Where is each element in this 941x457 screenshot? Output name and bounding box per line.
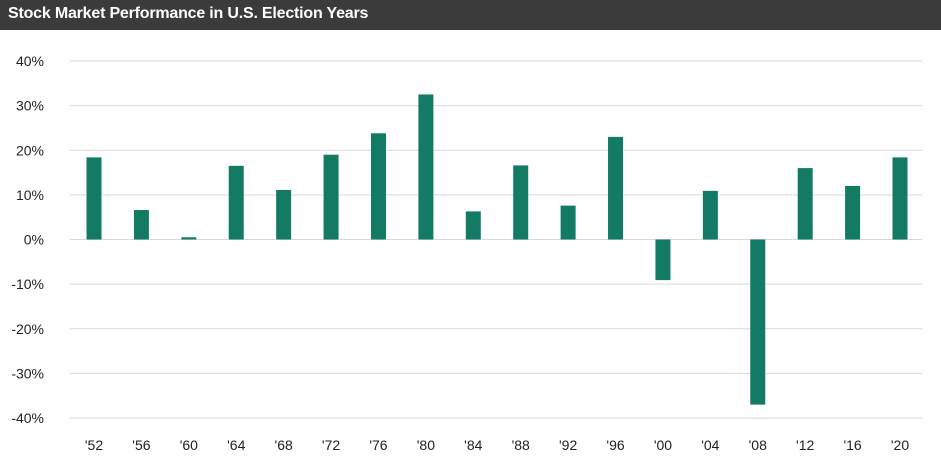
bar: [702, 190, 718, 240]
y-tick-label: 10%: [16, 187, 44, 203]
x-tick-label: '56: [132, 437, 150, 453]
x-tick-label: '68: [275, 437, 293, 453]
x-tick-label: '96: [606, 437, 624, 453]
x-tick-label: '72: [322, 437, 340, 453]
x-tick-label: '20: [891, 437, 909, 453]
x-tick-label: '16: [843, 437, 861, 453]
x-tick-label: '60: [180, 437, 198, 453]
bar: [797, 168, 813, 240]
x-tick-label: '00: [654, 437, 672, 453]
x-tick-label: '80: [417, 437, 435, 453]
x-tick-label: '52: [85, 437, 103, 453]
x-axis-ticks: '52 '56 '60 '64 '68 '72 '76 '80 '84 '88 '92 '96 '00 '…: [85, 437, 909, 453]
bars: [86, 94, 908, 405]
y-tick-label: 20%: [16, 142, 44, 158]
y-tick-label: -40%: [11, 410, 44, 426]
bar: [845, 185, 861, 240]
bar: [750, 239, 766, 405]
bar: [181, 237, 197, 240]
bar: [655, 239, 671, 281]
x-tick-label: '92: [559, 437, 577, 453]
y-tick-label: 40%: [16, 53, 44, 69]
x-tick-label: '08: [749, 437, 767, 453]
x-tick-label: '84: [464, 437, 482, 453]
gridlines: [70, 60, 922, 419]
bar: [418, 94, 434, 240]
x-tick-label: '04: [701, 437, 719, 453]
bar: [608, 136, 624, 240]
bar: [892, 157, 908, 240]
x-tick-label: '64: [227, 437, 245, 453]
bar: [465, 211, 481, 240]
y-axis-ticks: 40% 30% 20% 10% 0% -10% -20% -30% -40%: [11, 53, 44, 426]
y-tick-label: 30%: [16, 98, 44, 114]
x-tick-label: '88: [512, 437, 530, 453]
bar: [228, 165, 244, 240]
bar: [323, 154, 339, 240]
chart-title: Stock Market Performance in U.S. Electio…: [8, 5, 369, 22]
bar: [370, 133, 386, 240]
chart-title-bar: Stock Market Performance in U.S. Electio…: [0, 0, 941, 30]
y-tick-label: 0%: [24, 232, 44, 248]
bar: [513, 165, 529, 240]
x-tick-label: '76: [369, 437, 387, 453]
bar: [86, 157, 102, 240]
y-tick-label: -10%: [11, 276, 44, 292]
bar: [276, 189, 292, 240]
y-tick-label: -20%: [11, 321, 44, 337]
y-tick-label: -30%: [11, 365, 44, 381]
x-tick-label: '12: [796, 437, 814, 453]
bar: [560, 205, 576, 240]
bar: [133, 210, 149, 240]
